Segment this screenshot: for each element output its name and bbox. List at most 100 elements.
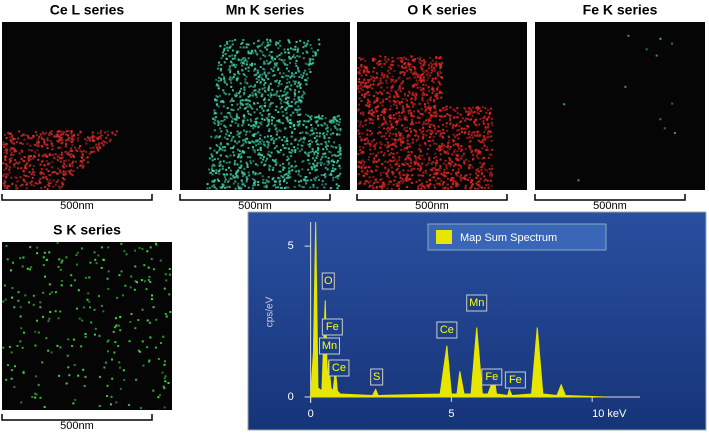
map-dot <box>283 166 286 169</box>
map-dot <box>448 162 451 165</box>
map-dot <box>249 118 252 121</box>
map-dot <box>298 55 301 58</box>
map-dot <box>422 126 425 129</box>
map-dot <box>239 90 242 93</box>
map-dot <box>50 181 53 184</box>
map-dot <box>389 163 392 166</box>
map-dot <box>408 134 411 137</box>
map-dot <box>324 183 327 186</box>
legend-swatch <box>436 230 452 244</box>
map-dot <box>242 39 245 42</box>
map-dot <box>286 106 289 109</box>
map-dot <box>372 79 375 82</box>
map-dot <box>240 42 243 45</box>
map-dot <box>321 124 324 127</box>
map-dot <box>293 93 296 96</box>
map-dot <box>362 95 365 98</box>
map-dot <box>389 180 392 183</box>
map-dot <box>428 105 431 108</box>
map-dot <box>361 81 364 84</box>
map-dot <box>251 187 254 190</box>
map-dot <box>430 71 433 74</box>
map-dot <box>474 119 477 122</box>
map-dot <box>28 268 31 271</box>
map-dot <box>333 160 336 163</box>
map-dot <box>211 159 214 162</box>
map-dot <box>272 159 275 162</box>
map-dot <box>449 145 452 148</box>
map-dot <box>56 155 59 158</box>
map-dot <box>80 164 83 167</box>
map-dot <box>234 140 237 143</box>
map-dot <box>280 99 283 102</box>
map-dot <box>229 76 232 79</box>
map-dot <box>58 374 61 377</box>
map-dot <box>309 44 312 47</box>
map-dot <box>30 180 33 183</box>
map-dot <box>482 135 485 138</box>
map-dot <box>479 161 482 164</box>
map-dot <box>400 111 403 114</box>
map-dot <box>425 134 428 137</box>
map-dot <box>274 123 277 126</box>
map-dot <box>482 120 485 123</box>
map-dot <box>56 133 59 136</box>
map-dot <box>407 62 410 65</box>
map-dot <box>4 175 7 178</box>
map-dot <box>242 139 245 142</box>
map-dot <box>264 101 267 104</box>
map-dot <box>450 176 453 179</box>
map-dot <box>255 51 258 54</box>
map-dot <box>290 131 293 134</box>
map-dot <box>23 138 26 141</box>
map-dot <box>443 144 446 147</box>
map-dot <box>255 139 258 142</box>
map-dot <box>256 90 259 93</box>
map-dot <box>41 361 44 364</box>
map-dot <box>322 132 325 135</box>
map-dot <box>229 124 232 127</box>
map-dot <box>30 266 33 269</box>
map-dot <box>2 346 5 349</box>
map-dot <box>401 71 404 74</box>
map-dot <box>17 162 20 165</box>
map-dot <box>220 79 223 82</box>
map-dot <box>105 136 108 139</box>
map-dot <box>232 176 235 179</box>
map-dot <box>438 118 441 121</box>
map-dot <box>4 156 7 159</box>
map-dot <box>383 107 386 110</box>
map-dot <box>297 180 300 183</box>
map-dot <box>376 118 379 121</box>
map-dot <box>301 131 304 134</box>
map-dot <box>445 125 448 128</box>
map-dot <box>467 145 470 148</box>
y-tick-label: 0 <box>288 391 294 403</box>
map-dot <box>441 147 444 150</box>
map-dot <box>414 98 417 101</box>
map-dot <box>371 87 374 90</box>
map-dot <box>253 125 256 128</box>
map-dot <box>466 118 469 121</box>
map-dot <box>376 98 379 101</box>
map-dot <box>53 170 56 173</box>
map-dot <box>314 51 317 54</box>
map-dot <box>129 320 132 323</box>
map-dot <box>485 146 488 149</box>
map-dot <box>491 148 494 151</box>
map-dot <box>96 138 99 141</box>
map-dot <box>237 185 240 188</box>
map-dot <box>288 81 291 84</box>
map-dot <box>326 145 329 148</box>
map-dot <box>219 147 222 150</box>
map-dot <box>228 111 231 114</box>
map-dot <box>232 151 235 154</box>
map-dot <box>254 172 257 175</box>
map-dot <box>265 76 268 79</box>
map-dot <box>358 69 361 72</box>
map-dot <box>298 184 301 187</box>
map-dot <box>251 94 254 97</box>
map-dot <box>484 168 487 171</box>
map-dot <box>398 132 401 135</box>
map-dot <box>389 143 392 146</box>
